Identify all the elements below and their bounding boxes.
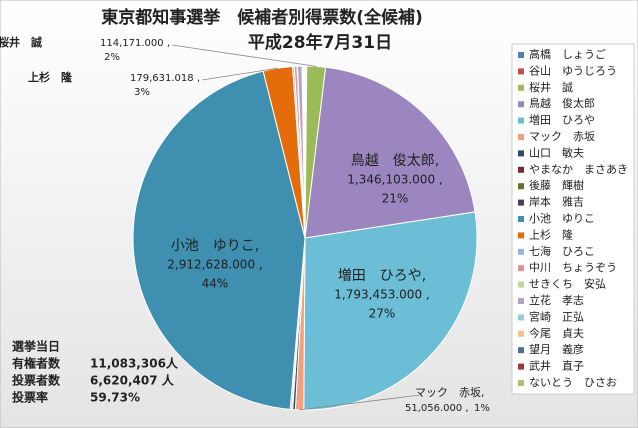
slice-percent: 3% [134,87,150,98]
legend-swatch [518,166,524,173]
legend-label: 増田 ひろや [529,114,595,127]
legend-swatch [518,330,524,337]
slice-percent: 1% [474,403,490,414]
chart-subtitle: 平成28年7月31日 [248,32,392,53]
legend-swatch [518,68,524,75]
legend-label: 岸本 雅吉 [529,195,584,209]
pie-slice [303,211,478,411]
annotation-label: 投票者数 [12,373,61,388]
slice-percent: 44% [202,277,229,291]
legend-swatch [518,150,524,157]
chart-title: 東京都知事選挙 候補者別得票数(全候補) [101,7,423,28]
annotation-label: 投票率 [12,390,48,405]
legend-swatch [518,232,524,239]
leader-line [299,394,421,411]
annotation-value: 59.73% [90,391,140,405]
slice-name: 桜井 誠 [0,35,42,49]
leader-line [171,44,317,67]
annotation-label: 選挙当日 [12,339,60,354]
legend-swatch [518,52,524,58]
annotation-value: 11,083,306人 [90,356,179,371]
pie-slice [132,70,306,410]
legend-label: 今尾 貞夫 [529,326,584,340]
legend-swatch [518,183,524,190]
legend-label: 上杉 隆 [529,227,573,241]
legend-label: 谷山 ゆうじろう [529,64,617,77]
slice-name: 鳥越 俊太郎, [351,153,439,169]
annotation-value: 6,620,407 人 [90,373,175,388]
legend-label: やまなか まさあき [529,163,628,176]
legend-box [511,43,635,395]
legend-label: 鳥越 俊太郎 [529,96,595,110]
slice-name: 上杉 隆 [28,70,73,84]
legend-label: 中川 ちょうぞう [529,261,617,274]
legend-label: マック 赤坂 [529,130,595,143]
legend-label: 後藤 輝樹 [529,178,584,192]
legend-label: 七海 ひろこ [529,244,595,258]
legend-swatch [518,281,524,288]
legend-swatch [518,380,524,386]
legend-label: 武井 直子 [529,359,584,373]
leader-line [201,67,278,81]
slice-value: 114,171.000 , [100,38,170,49]
legend-swatch [518,134,524,140]
legend-swatch [518,265,524,272]
slice-name: 増田 ひろや, [338,268,426,284]
legend-swatch [518,101,524,108]
legend-label: ないとう ひさお [529,376,617,389]
annotation-label: 有権者数 [12,356,61,371]
legend-swatch [518,84,524,91]
legend-label: せきくち 安弘 [529,277,606,291]
legend-label: 山口 敏夫 [529,145,584,159]
legend-label: 桜井 誠 [529,80,573,94]
legend-swatch [518,314,524,321]
legend-label: 小池 ゆりこ [529,212,595,225]
slice-value: 1,346,103.000 , [347,173,442,187]
legend-label: 立花 孝志 [529,293,584,307]
slice-value: 179,631.018 , [130,73,200,84]
legend-swatch [518,199,524,206]
slice-value: 1,793,453.000 , [334,288,429,302]
legend-label: 宮崎 正弘 [529,309,584,323]
slice-percent: 27% [369,307,396,321]
legend-swatch [518,347,524,354]
legend-label: 高橋 しょうご [529,47,606,61]
slice-value: 51,056.000 , [405,403,469,414]
slice-name: 小池 ゆりこ, [171,238,259,254]
legend-label: 望月 義彦 [529,342,584,356]
slice-percent: 21% [382,192,409,206]
legend-swatch [518,216,524,222]
slice-percent: 2% [104,52,120,63]
legend-swatch [518,248,524,255]
legend-swatch [518,363,524,370]
slice-value: 2,912,628.000 , [167,258,262,272]
pie-slice [304,66,476,239]
legend-swatch [518,298,524,304]
slice-name: マック 赤坂, [415,386,485,399]
legend-swatch [518,117,524,124]
